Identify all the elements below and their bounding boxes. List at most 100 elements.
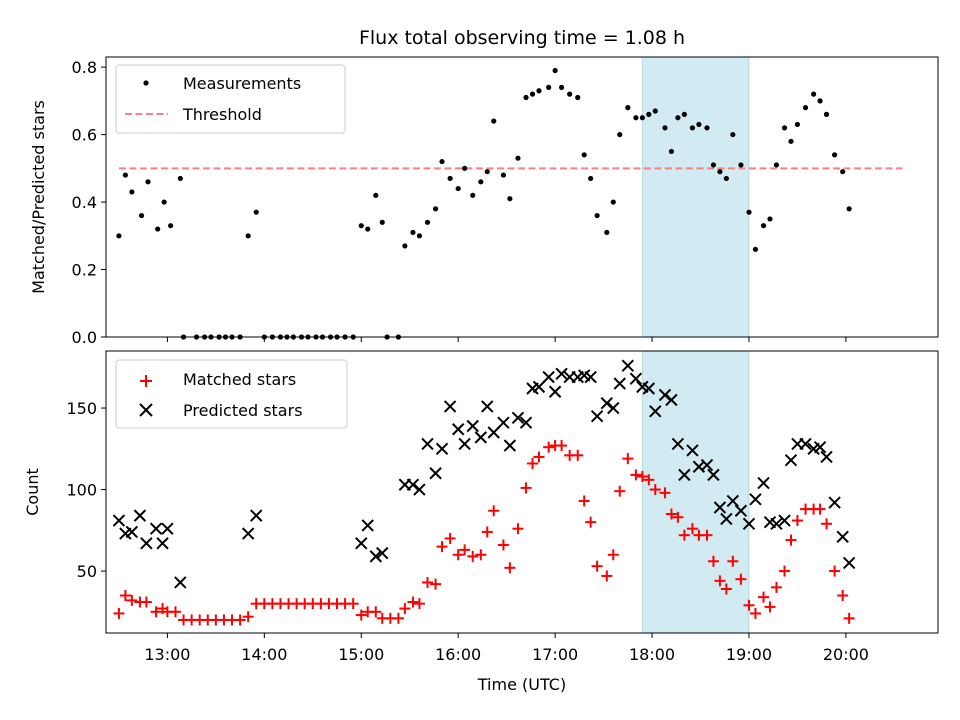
- matched-star-point: [814, 503, 826, 515]
- measurement-point: [617, 131, 623, 138]
- matched-star-point: [392, 612, 404, 624]
- measurement-point: [610, 199, 616, 205]
- matched-star-point: [421, 576, 433, 588]
- matched-star-point: [459, 544, 471, 556]
- matched-star-point: [607, 549, 619, 561]
- bottom-y-axis-label: Count: [23, 468, 42, 516]
- measurement-point: [484, 169, 490, 175]
- matched-star-point: [837, 590, 849, 602]
- predicted-star-point: [451, 423, 465, 436]
- measurement-point: [802, 105, 809, 111]
- predicted-star-point: [174, 576, 187, 589]
- matched-star-point: [430, 578, 442, 590]
- measurement-point: [462, 165, 468, 171]
- legend-matched-marker: [140, 375, 152, 387]
- measurement-point: [410, 229, 416, 236]
- legend-predicted-marker: [139, 403, 153, 417]
- matched-star-point: [707, 555, 719, 567]
- measurement-point: [639, 115, 645, 121]
- measurement-point: [704, 125, 710, 131]
- measurement-point: [177, 175, 183, 182]
- predicted-star-point: [413, 483, 426, 496]
- legend-measurements-label: Measurements: [183, 74, 301, 93]
- predicted-star-point: [355, 537, 368, 550]
- measurement-point: [365, 226, 371, 232]
- measurement-point: [604, 229, 610, 236]
- predicted-star-point: [820, 450, 833, 464]
- measurement-point: [546, 84, 552, 90]
- measurement-point: [116, 233, 122, 239]
- bottom-x-tick-label: 17:00: [532, 645, 578, 664]
- matched-star-point: [785, 534, 797, 546]
- measurement-point: [710, 162, 717, 168]
- predicted-star-point: [686, 444, 699, 457]
- top-plot-frame: [105, 56, 939, 338]
- matched-star-point: [578, 495, 590, 507]
- shaded-span-rect: [641, 56, 750, 338]
- measurement-point: [832, 152, 838, 158]
- matched-star-point: [413, 598, 425, 610]
- measurement-point: [379, 219, 385, 225]
- predicted-star-point: [784, 454, 798, 467]
- predicted-star-point: [458, 437, 471, 451]
- predicted-star-point: [590, 409, 604, 423]
- predicted-star-point: [149, 522, 163, 535]
- measurement-point: [575, 94, 581, 101]
- predicted-star-point: [241, 527, 255, 540]
- legend-measurements-marker: [143, 80, 149, 86]
- predicted-star-point: [503, 439, 517, 452]
- measurement-point: [588, 175, 594, 182]
- predicted-star-point: [621, 359, 635, 372]
- measurement-point: [817, 98, 823, 104]
- measurement-point: [625, 105, 631, 111]
- matched-star-point: [119, 590, 131, 602]
- matched-star-point: [622, 453, 634, 465]
- predicted-star-point: [642, 382, 656, 395]
- matched-star-point: [533, 451, 545, 463]
- matched-star-point: [407, 596, 419, 608]
- measurement-point: [646, 111, 652, 117]
- measurement-point: [138, 212, 145, 219]
- measurement-point: [253, 209, 259, 215]
- bottom-x-tick-label: 18:00: [629, 645, 675, 664]
- matched-star-point: [572, 449, 584, 461]
- predicted-star-point: [369, 550, 383, 563]
- matched-star-point: [636, 471, 648, 483]
- predicted-star-point: [133, 509, 147, 522]
- chart-title: Flux total observing time = 1.08 h: [359, 27, 685, 49]
- measurement-point: [432, 206, 439, 212]
- matched-star-point: [665, 508, 677, 520]
- measurement-point: [500, 172, 507, 178]
- predicted-star-point: [421, 437, 434, 451]
- top-y-tick-label: 0.0: [72, 328, 97, 347]
- matched-star-point: [585, 516, 597, 528]
- bottom-shaded-span: [641, 350, 750, 634]
- predicted-star-point: [649, 405, 662, 418]
- top-y-tick-label: 0.2: [72, 261, 97, 280]
- measurement-point: [633, 115, 639, 121]
- shaded-span-rect: [641, 350, 750, 634]
- predicted-star-point: [734, 504, 748, 517]
- matched-star-point: [643, 474, 655, 486]
- predicted-star-point: [140, 537, 153, 550]
- matched-star-point: [735, 573, 747, 585]
- matched-star-point: [436, 541, 448, 553]
- bottom-legend-box: [115, 359, 348, 429]
- top-y-axis: 0.0 0.2 0.4 0.6 0.8: [72, 58, 106, 347]
- x-axis-label: Time (UTC): [477, 675, 566, 694]
- measurement-point: [723, 175, 729, 182]
- predicted-star-point: [532, 380, 546, 394]
- measurement-point: [536, 88, 542, 94]
- measurement-point: [245, 233, 251, 239]
- measurements-series: [116, 67, 852, 340]
- matched-stars-series: [113, 440, 855, 626]
- predicted-star-point: [361, 519, 374, 532]
- matched-star-point: [614, 485, 626, 497]
- measurement-point: [529, 91, 536, 97]
- measurement-point: [515, 155, 521, 161]
- matched-star-point: [370, 606, 382, 618]
- predicted-star-point: [665, 393, 678, 407]
- measurement-point: [823, 111, 830, 117]
- matched-star-point: [686, 523, 698, 535]
- matched-star-point: [727, 555, 739, 567]
